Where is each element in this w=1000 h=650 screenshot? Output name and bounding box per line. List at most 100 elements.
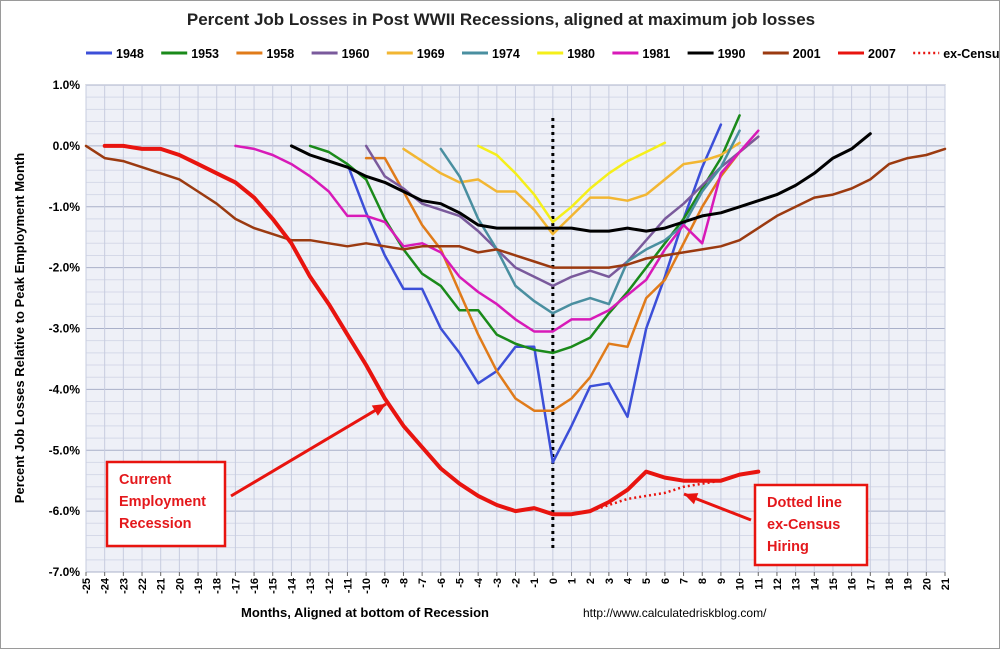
current-employment-callout-box: [105, 460, 227, 548]
y-tick-label: -3.0%: [49, 322, 81, 336]
x-tick-label: 11: [753, 578, 765, 590]
x-tick-label: -23: [118, 578, 130, 594]
current-employment-callout-text: Current: [119, 472, 172, 488]
x-tick-label: -6: [436, 578, 448, 588]
x-tick-label: -18: [212, 578, 224, 594]
x-tick-label: -1: [529, 578, 541, 588]
x-tick-label: 3: [604, 578, 616, 584]
dotted-line-callout-text: Hiring: [767, 539, 809, 555]
x-tick-label: -22: [137, 578, 149, 594]
legend-label: ex-Census: [943, 47, 1000, 61]
x-tick-label: -11: [342, 578, 354, 593]
x-tick-label: 6: [660, 578, 672, 584]
x-tick-label: -3: [492, 578, 504, 588]
series-line-1960: [364, 135, 760, 288]
y-axis-ticks: 1.0% 0.0% -1.0% -2.0% -3.0% -4.0% -5.0% -6.0% -7…: [49, 78, 81, 579]
y-tick-label: -6.0%: [49, 504, 81, 518]
x-tick-label: -5: [454, 578, 466, 588]
x-tick-label: -7: [417, 578, 429, 588]
legend-label: 1974: [492, 47, 520, 61]
y-tick-label: -5.0%: [49, 443, 81, 457]
x-tick-label: -13: [305, 578, 317, 594]
x-tick-label: -9: [380, 578, 392, 588]
series-line-1980: [476, 141, 667, 224]
x-tick-label: 20: [921, 578, 933, 590]
x-tick-label: 5: [641, 578, 653, 584]
x-tick-label: 13: [791, 578, 803, 590]
x-tick-label: 8: [697, 578, 709, 584]
series-line-1948: [346, 123, 723, 464]
series-line-1974: [439, 129, 741, 315]
legend-label: 2007: [868, 47, 896, 61]
y-tick-label: -7.0%: [49, 565, 81, 579]
legend-label: 1969: [417, 47, 445, 61]
legend-label: 1948: [116, 47, 144, 61]
x-tick-label: 16: [847, 578, 859, 590]
x-tick-label: -17: [230, 578, 242, 594]
gridlines: [85, 84, 946, 573]
x-tick-label: 10: [735, 578, 747, 590]
x-tick-label: -16: [249, 578, 261, 594]
x-tick-label: 2: [585, 578, 597, 584]
dotted-line-callout-text: ex-Census: [767, 517, 840, 533]
annotations: Current Employment Recession Dotted line ex-…: [105, 402, 869, 567]
x-tick-label: -12: [324, 578, 336, 594]
current-employment-callout-text: Recession: [119, 516, 192, 532]
legend-label: 2001: [793, 47, 821, 61]
callout-arrowhead: [371, 404, 386, 416]
x-tick-label: -25: [81, 578, 93, 594]
legend-label: 1981: [642, 47, 670, 61]
x-tick-label: 4: [623, 577, 635, 584]
series-line-2001: [84, 144, 947, 269]
legend-label: 1958: [266, 47, 294, 61]
y-axis-label: Percent Job Losses Relative to Peak Empl…: [12, 153, 27, 503]
legend-label: 1960: [342, 47, 370, 61]
y-tick-label: -4.0%: [49, 382, 81, 396]
x-tick-label: 9: [716, 578, 728, 584]
x-tick-label: -10: [361, 578, 373, 594]
x-axis-ticks: -25 -24 -23 -22 -21 -20 -19 -18 -17 -16 -15 -14 -13-…: [81, 572, 952, 594]
x-tick-label: -4: [473, 577, 485, 588]
x-tick-label: 1: [567, 578, 579, 584]
series-line-1969: [402, 141, 741, 236]
y-tick-label: -2.0%: [49, 261, 81, 275]
x-tick-label: -2: [511, 578, 523, 588]
source-url: http://www.calculatedriskblog.com/: [583, 606, 767, 620]
x-tick-label: 12: [772, 578, 784, 590]
x-tick-label: 7: [679, 578, 691, 584]
x-axis-label: Months, Aligned at bottom of Recession: [241, 605, 489, 620]
x-tick-label: -21: [156, 578, 168, 594]
x-tick-label: 21: [940, 578, 952, 590]
series-line-ex-census: [571, 479, 722, 516]
current-employment-callout-text: Employment: [119, 494, 206, 510]
y-tick-label: 1.0%: [53, 78, 81, 92]
chart-title: Percent Job Losses in Post WWII Recessio…: [187, 10, 815, 29]
x-tick-label: -19: [193, 578, 205, 594]
x-tick-label: 17: [865, 578, 877, 590]
x-tick-label: 19: [903, 578, 915, 590]
legend-label: 1953: [191, 47, 219, 61]
legend-label: 1980: [567, 47, 595, 61]
series-lines: [84, 114, 947, 517]
callout-arrowhead: [684, 493, 699, 505]
x-tick-label: -15: [268, 578, 280, 594]
x-tick-label: -20: [174, 578, 186, 594]
callout-arrow: [230, 402, 387, 498]
y-tick-label: 0.0%: [53, 139, 81, 153]
x-tick-label: -24: [100, 577, 112, 594]
x-tick-label: 14: [809, 577, 821, 590]
dotted-line-callout-box: [753, 483, 869, 567]
legend-label: 1990: [718, 47, 746, 61]
x-tick-label: 18: [884, 578, 896, 590]
legend: 1948 1953 1958 1960 1969 1974 1980 1981 1990 2001…: [86, 47, 1000, 61]
series-line-1958: [364, 135, 760, 412]
series-line-1990: [289, 132, 872, 233]
series-line-2007: [102, 143, 761, 517]
x-tick-label: -8: [398, 578, 410, 588]
x-tick-label: 15: [828, 578, 840, 590]
x-tick-label: 0: [548, 578, 560, 584]
series-line-1981: [234, 129, 760, 333]
dotted-line-callout-text: Dotted line: [767, 495, 842, 511]
